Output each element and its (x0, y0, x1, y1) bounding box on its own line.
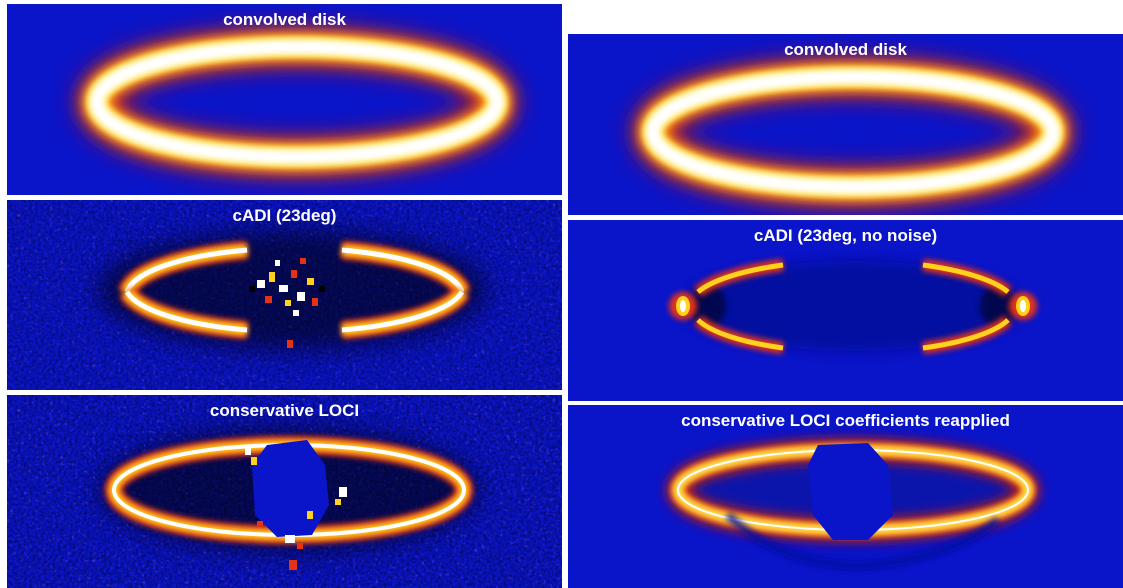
panel-loci-left: conservative LOCI (7, 395, 562, 588)
panel-cadi-left: cADI (23deg) (7, 200, 562, 390)
convolved-disk-image (568, 34, 1123, 215)
panel-title: conservative LOCI coefficients reapplied (681, 411, 1010, 430)
loci-reapplied-image (568, 405, 1123, 588)
cadi-no-noise-image (568, 220, 1123, 401)
panel-title: cADI (23deg, no noise) (753, 226, 938, 245)
panel-convolved-disk-right: convolved disk (568, 34, 1123, 215)
cadi-image (7, 200, 562, 390)
loci-image (7, 395, 562, 588)
panel-title: conservative LOCI (209, 401, 360, 420)
convolved-disk-image (7, 4, 562, 195)
panel-cadi-no-noise-right: cADI (23deg, no noise) (568, 220, 1123, 401)
panel-title: convolved disk (223, 10, 346, 29)
panel-title: cADI (23deg) (232, 206, 337, 225)
panel-convolved-disk-left: convolved disk (7, 4, 562, 195)
panel-loci-reapplied-right: conservative LOCI coefficients reapplied (568, 405, 1123, 588)
panel-title: convolved disk (784, 40, 907, 59)
